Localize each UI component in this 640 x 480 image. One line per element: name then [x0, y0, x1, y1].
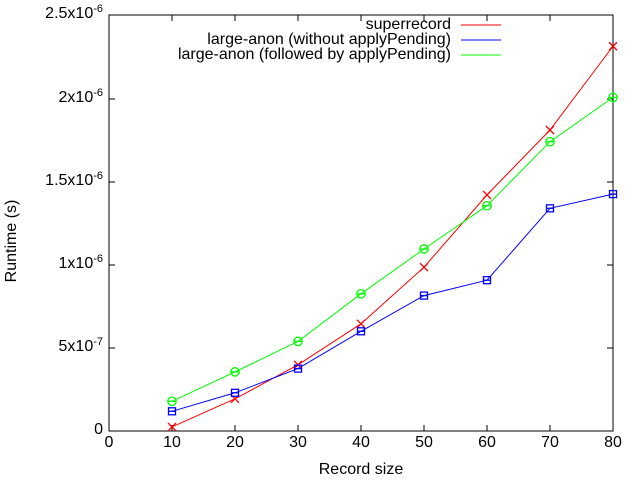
- svg-text:Runtime (s): Runtime (s): [3, 200, 20, 283]
- svg-text:70: 70: [541, 434, 559, 451]
- svg-text:large-anon (followed by applyP: large-anon (followed by applyPending): [178, 46, 451, 63]
- svg-text:0: 0: [94, 421, 103, 438]
- svg-text:10: 10: [163, 434, 181, 451]
- svg-text:40: 40: [352, 434, 370, 451]
- svg-text:80: 80: [604, 434, 622, 451]
- svg-text:0: 0: [105, 434, 114, 451]
- svg-text:20: 20: [226, 434, 244, 451]
- svg-text:Record size: Record size: [319, 461, 404, 478]
- svg-text:50: 50: [415, 434, 433, 451]
- svg-text:60: 60: [478, 434, 496, 451]
- svg-text:30: 30: [289, 434, 307, 451]
